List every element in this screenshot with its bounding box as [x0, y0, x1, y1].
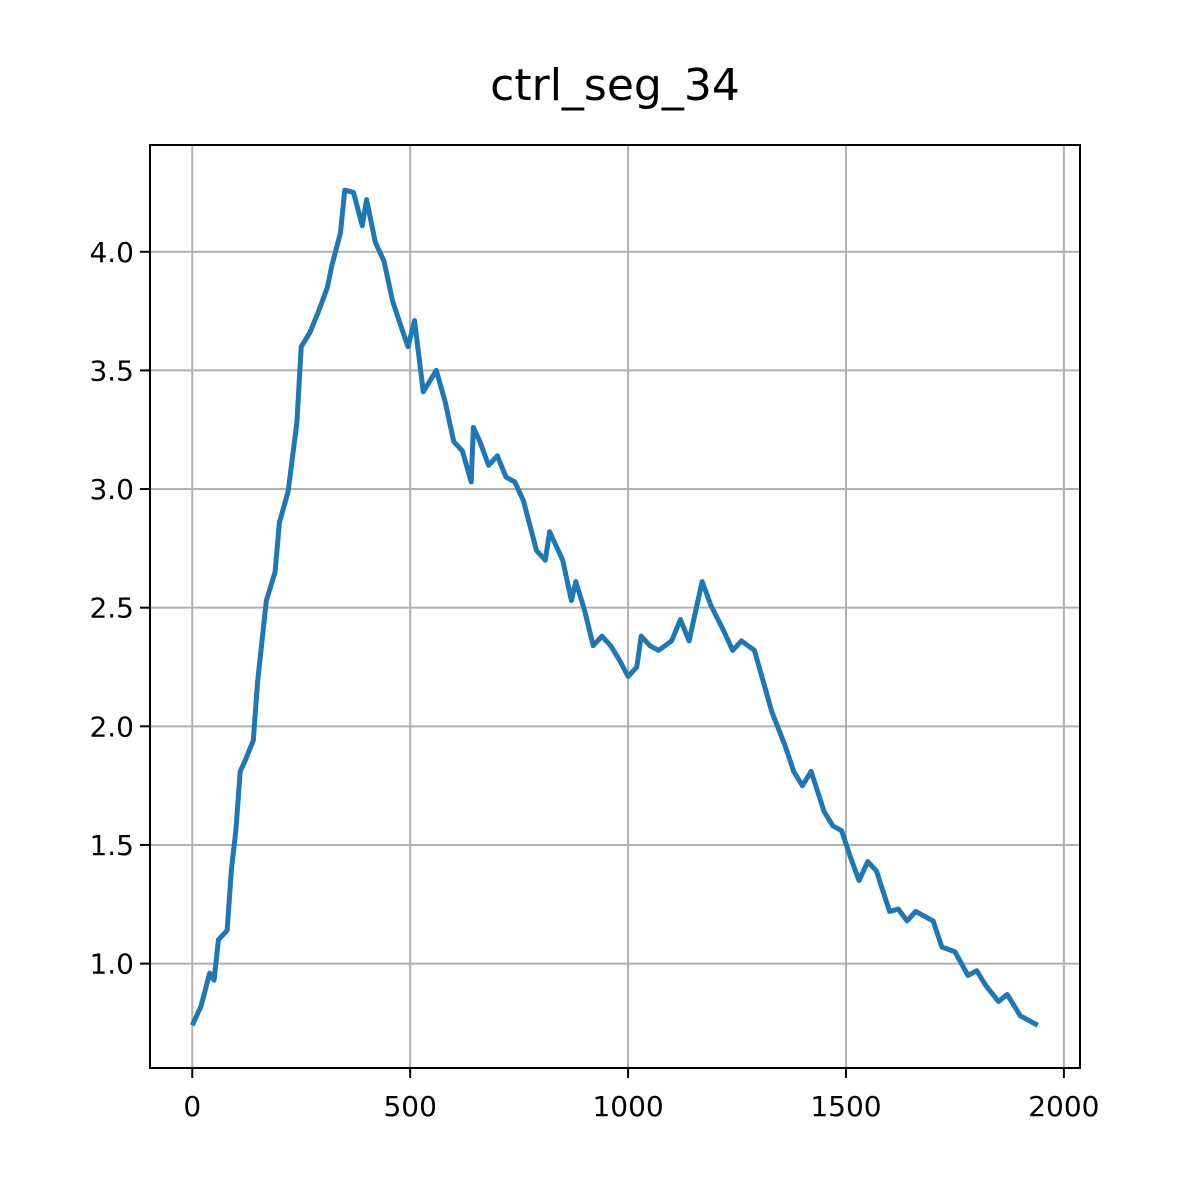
y-tick-label: 2.0 — [89, 710, 134, 743]
x-tick-label: 0 — [183, 1090, 201, 1123]
x-tick-label: 2000 — [1028, 1090, 1099, 1123]
x-tick-label: 1500 — [810, 1090, 881, 1123]
y-tick-label: 2.5 — [89, 592, 134, 625]
x-tick-label: 500 — [383, 1090, 436, 1123]
chart-title: ctrl_seg_34 — [490, 60, 740, 111]
y-tick-label: 3.0 — [89, 473, 134, 506]
y-tick-label: 4.0 — [89, 236, 134, 269]
y-tick-label: 1.5 — [89, 829, 134, 862]
y-tick-label: 3.5 — [89, 354, 134, 387]
y-tick-label: 1.0 — [89, 948, 134, 981]
x-tick-label: 1000 — [592, 1090, 663, 1123]
data-line — [189, 187, 1039, 1028]
plot-frame — [149, 144, 1081, 1069]
